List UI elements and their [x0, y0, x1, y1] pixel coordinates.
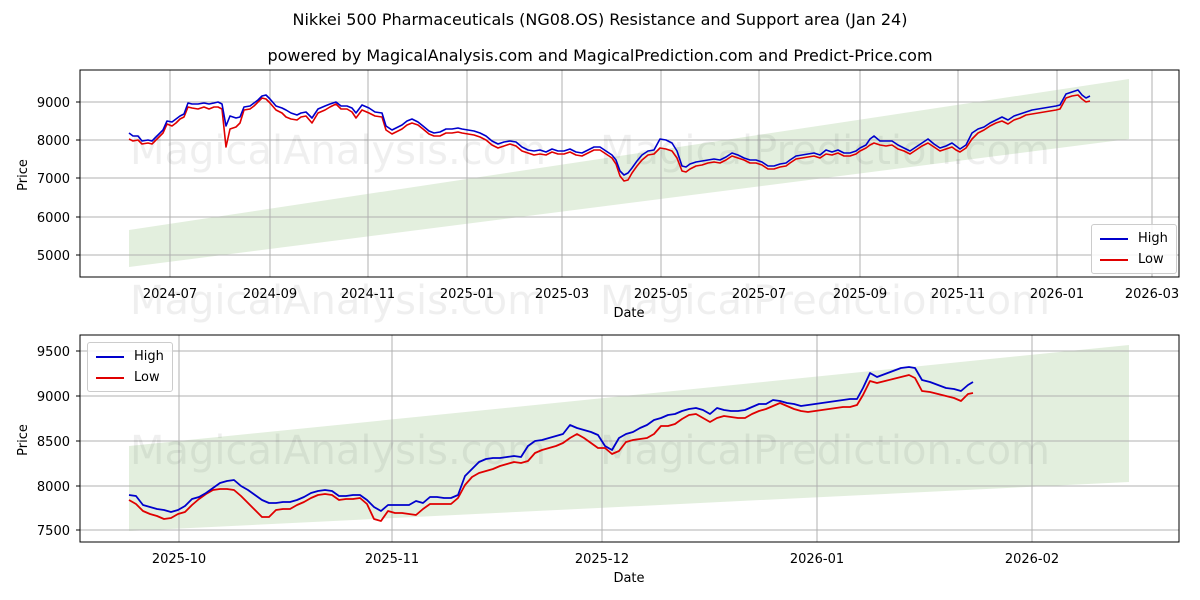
low-swatch-icon: [1100, 258, 1128, 261]
high-swatch-icon: [96, 355, 124, 358]
svg-text:8500: 8500: [37, 435, 70, 450]
bottom-tick-marks: [76, 350, 80, 531]
svg-text:2025-11: 2025-11: [365, 552, 419, 567]
svg-text:2024-11: 2024-11: [341, 287, 395, 302]
legend-item-high: High: [1100, 228, 1168, 249]
bottom-legend: High Low: [87, 342, 173, 392]
top-high-line: [128, 89, 1091, 176]
svg-text:8000: 8000: [37, 480, 70, 495]
svg-text:2025-07: 2025-07: [732, 287, 786, 302]
watermark-magicalanalysis-2: MagicalAnalysis.com: [130, 278, 546, 324]
svg-text:2024-07: 2024-07: [143, 287, 197, 302]
chart-subtitle: powered by MagicalAnalysis.com and Magic…: [267, 46, 933, 65]
svg-text:9500: 9500: [37, 345, 70, 360]
svg-text:2026-03: 2026-03: [1125, 287, 1179, 302]
svg-text:2025-09: 2025-09: [833, 287, 887, 302]
svg-text:2025-03: 2025-03: [535, 287, 589, 302]
svg-text:2025-01: 2025-01: [440, 287, 494, 302]
legend-label-low: Low: [134, 370, 160, 385]
bottom-low-line: [128, 374, 974, 522]
svg-text:2024-09: 2024-09: [243, 287, 297, 302]
svg-text:2026-01: 2026-01: [790, 552, 844, 567]
legend-item-low: Low: [1100, 249, 1168, 270]
top-axes-frame: [79, 69, 1180, 278]
legend-item-high: High: [96, 346, 164, 367]
svg-text:5000: 5000: [37, 249, 70, 264]
top-tick-marks: [76, 101, 80, 256]
svg-text:9000: 9000: [37, 390, 70, 405]
top-y-axis-label: Price: [16, 159, 31, 191]
top-x-axis-label: Date: [613, 306, 644, 321]
top-x-ticks: 2024-07 2024-09 2024-11 2025-01 2025-03 …: [143, 287, 1179, 302]
bottom-grid: [80, 335, 1179, 542]
watermark-magicalprediction-3: MagicalPrediction.com: [600, 428, 1050, 474]
svg-text:7500: 7500: [37, 524, 70, 539]
low-swatch-icon: [96, 376, 124, 379]
bottom-axes-frame: [79, 334, 1180, 543]
svg-text:8000: 8000: [37, 134, 70, 149]
legend-item-low: Low: [96, 367, 164, 388]
chart-title: Nikkei 500 Pharmaceuticals (NG08.OS) Res…: [292, 10, 908, 29]
watermark-magicalprediction-2: MagicalPrediction.com: [600, 278, 1050, 324]
bottom-chart: MagicalAnalysis.com MagicalPrediction.co…: [16, 334, 1180, 586]
bottom-high-line: [128, 366, 974, 513]
bottom-y-ticks: 9500 9000 8500 8000 7500: [37, 345, 70, 539]
svg-text:7000: 7000: [37, 172, 70, 187]
svg-text:2026-02: 2026-02: [1005, 552, 1059, 567]
bottom-y-axis-label: Price: [16, 424, 31, 456]
bottom-x-axis-label: Date: [613, 571, 644, 586]
top-legend: High Low: [1091, 224, 1177, 274]
svg-text:9000: 9000: [37, 96, 70, 111]
legend-label-high: High: [134, 349, 164, 364]
svg-text:2025-12: 2025-12: [575, 552, 629, 567]
legend-label-low: Low: [1138, 252, 1164, 267]
bottom-x-ticks: 2025-10 2025-11 2025-12 2026-01 2026-02: [152, 552, 1059, 567]
top-chart: MagicalAnalysis.com MagicalPrediction.co…: [16, 69, 1180, 324]
bottom-support-resistance-band: [129, 345, 1129, 531]
watermark-magicalanalysis-3: MagicalAnalysis.com: [130, 428, 546, 474]
top-grid: [80, 70, 1179, 277]
top-y-ticks: 9000 8000 7000 6000 5000: [37, 96, 70, 264]
top-low-line: [128, 94, 1091, 182]
high-swatch-icon: [1100, 237, 1128, 240]
svg-text:2025-11: 2025-11: [931, 287, 985, 302]
svg-text:6000: 6000: [37, 211, 70, 226]
svg-text:2025-10: 2025-10: [152, 552, 206, 567]
legend-label-high: High: [1138, 231, 1168, 246]
svg-text:2026-01: 2026-01: [1030, 287, 1084, 302]
svg-text:2025-05: 2025-05: [634, 287, 688, 302]
